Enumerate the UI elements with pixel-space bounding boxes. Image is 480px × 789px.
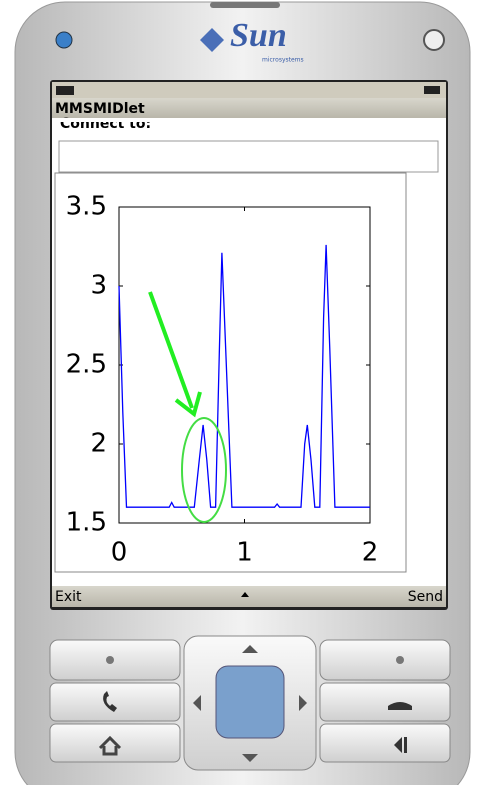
dot <box>106 656 114 664</box>
softkey-bar <box>52 586 446 607</box>
speaker <box>210 2 280 8</box>
clip <box>52 118 446 122</box>
brand-sub: microsystems <box>262 57 304 64</box>
text-field[interactable] <box>58 140 439 173</box>
end-button[interactable] <box>319 682 451 722</box>
x-tick-label: 0 <box>111 538 128 568</box>
scroll-indicator <box>241 592 249 597</box>
select-button[interactable] <box>215 665 285 739</box>
call-icon <box>103 691 117 712</box>
app-title: MMSMIDlet <box>55 101 145 117</box>
annotation-arrow <box>148 291 194 409</box>
y-tick-label: 2 <box>90 429 107 459</box>
sun-logo <box>200 28 224 52</box>
signal-icon <box>56 86 74 95</box>
brand: Sun <box>230 17 287 54</box>
soft-left[interactable]: Exit <box>55 589 82 605</box>
call-button[interactable] <box>49 682 181 722</box>
end-icon <box>388 702 412 710</box>
title-bar <box>52 98 446 118</box>
back-button[interactable] <box>319 723 451 763</box>
keypad <box>49 635 451 771</box>
home-icon <box>98 735 122 756</box>
x-tick-label: 1 <box>236 538 253 568</box>
back-icon <box>394 737 407 753</box>
plot-frame <box>118 206 371 524</box>
y-tick-label: 2.5 <box>66 350 107 380</box>
left-soft-button[interactable] <box>49 639 181 681</box>
right-soft-button[interactable] <box>319 639 451 681</box>
x-tick-label: 2 <box>362 538 379 568</box>
y-tick-label: 1.5 <box>66 508 107 538</box>
dot <box>396 656 404 664</box>
power-button[interactable] <box>423 29 445 51</box>
y-tick-label: 3 <box>90 271 107 301</box>
data-line <box>118 244 370 508</box>
status-bar <box>52 82 446 98</box>
soft-right[interactable]: Send <box>408 589 443 605</box>
annotation-ellipse <box>181 417 227 523</box>
led <box>55 31 73 49</box>
battery-icon <box>424 86 440 94</box>
y-tick-label: 3.5 <box>66 192 107 222</box>
arrow-head <box>174 391 202 418</box>
